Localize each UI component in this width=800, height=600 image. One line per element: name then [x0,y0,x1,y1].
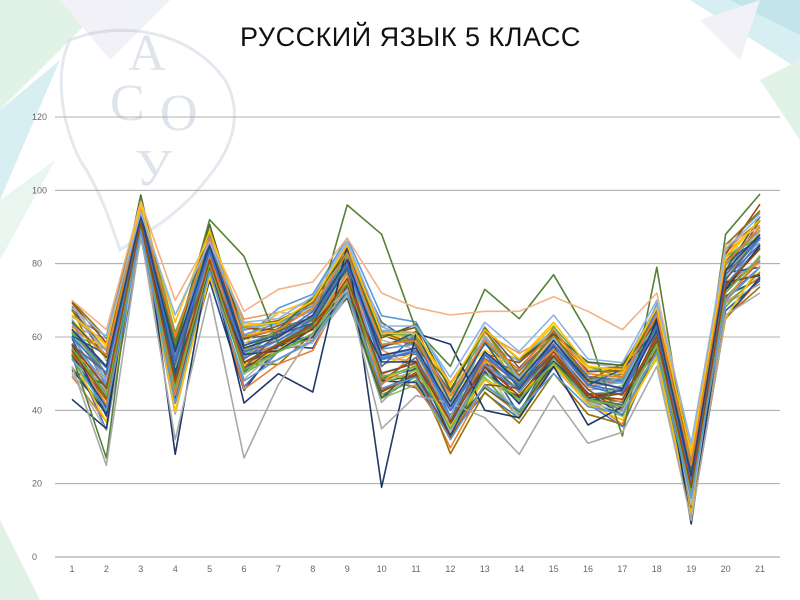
y-tick-label: 40 [32,405,42,415]
series-line [71,218,761,485]
emblem-letter-u: У [135,140,172,197]
emblem-letter-s: С [110,75,145,132]
x-tick-label: 11 [411,564,420,574]
x-tick-label: 21 [755,564,765,574]
x-tick-label: 15 [549,564,559,574]
x-tick-label: 2 [104,564,109,574]
x-tick-label: 5 [207,564,212,574]
series-line [71,207,761,467]
slide-title: РУССКИЙ ЯЗЫК 5 КЛАСС [240,22,581,52]
x-tick-label: 9 [345,564,350,574]
series-line [71,226,761,492]
series-line [71,222,761,489]
x-tick-label: 17 [617,564,627,574]
emblem-logo: А С О У [59,25,236,253]
x-tick-label: 19 [686,564,696,574]
x-tick-label: 1 [69,564,74,574]
y-tick-label: 0 [32,552,37,562]
x-tick-label: 3 [138,564,143,574]
y-tick-label: 120 [32,112,47,122]
series-group [71,193,761,525]
y-tick-label: 80 [32,259,42,269]
series-line [71,226,761,515]
x-tick-label: 4 [173,564,178,574]
x-tick-label: 10 [377,564,387,574]
y-tick-label: 100 [32,185,47,195]
series-line [71,215,761,478]
series-line [71,233,761,522]
y-tick-label: 20 [32,479,42,489]
x-tick-label: 14 [514,564,524,574]
x-tick-label: 7 [276,564,281,574]
x-tick-label: 18 [652,564,662,574]
x-tick-label: 13 [480,564,490,574]
x-tick-label: 12 [445,564,455,574]
x-tick-label: 6 [241,564,246,574]
series-line [71,229,761,500]
x-tick-label: 16 [583,564,593,574]
emblem-letter-o: О [160,85,198,142]
series-line [71,200,761,448]
x-tick-label: 8 [310,564,315,574]
series-line [71,201,761,471]
emblem-letter-a: А [128,25,166,82]
series-line [71,211,761,445]
y-tick-label: 60 [32,332,42,342]
x-tick-label: 20 [721,564,731,574]
